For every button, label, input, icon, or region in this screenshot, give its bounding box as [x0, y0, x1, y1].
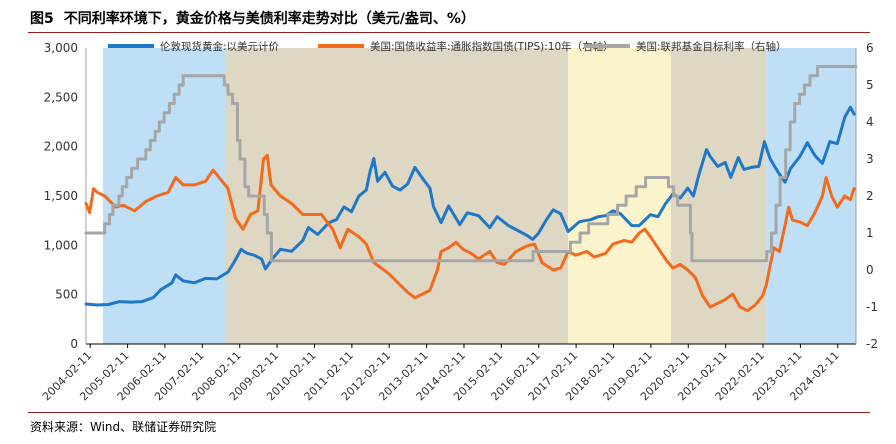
legend-label-1: 美国:国债收益率:通胀指数国债(TIPS):10年（右轴）	[370, 40, 614, 53]
legend-label-0: 伦敦现货黄金:以美元计价	[160, 40, 280, 53]
legend: 伦敦现货黄金:以美元计价 美国:国债收益率:通胀指数国债(TIPS):10年（右轴…	[108, 40, 787, 53]
footer-divider	[28, 412, 870, 413]
plot-frame	[85, 48, 857, 345]
y-left-tick-label: 2,500	[44, 90, 78, 104]
y-left-tick-label: 1,000	[44, 238, 78, 252]
y-right-tick-label: -2	[866, 337, 878, 351]
figure-title-text: 不同利率环境下，黄金价格与美债利率走势对比（美元/盎司、%）	[63, 11, 475, 27]
source-note: 资料来源：Wind、联储证券研究院	[30, 420, 217, 434]
y-right-tick-label: -1	[866, 300, 878, 314]
y-left-tick-label: 2,000	[44, 140, 78, 154]
figure-title: 图5 不同利率环境下，黄金价格与美债利率走势对比（美元/盎司、%）	[30, 8, 475, 28]
series-line-1	[84, 153, 856, 313]
shaded-period-3	[670, 48, 767, 344]
y-right-tick-label: 5	[866, 78, 874, 92]
y-right-tick-label: 3	[866, 152, 874, 166]
y-left-tick-label: 1,500	[44, 189, 78, 203]
legend-label-2: 美国:联邦基金目标利率（右轴）	[636, 40, 787, 53]
y-left-tick-label: 500	[55, 288, 78, 302]
figure-label: 图5	[30, 11, 54, 27]
series-line-0	[84, 105, 856, 307]
y-right-tick-label: 1	[866, 226, 874, 240]
y-right-tick-label: 4	[866, 115, 874, 129]
title-divider	[28, 32, 870, 33]
y-left-tick-label: 3,000	[44, 41, 78, 55]
y-left-tick-label: 0	[70, 337, 78, 351]
y-right-tick-label: 6	[866, 41, 874, 55]
shaded-periods	[102, 48, 856, 344]
shaded-period-2	[568, 48, 671, 344]
series-layer	[84, 65, 858, 313]
shaded-period-1	[225, 48, 569, 344]
y-right-tick-label: 2	[866, 189, 874, 203]
series-line-2	[84, 65, 858, 263]
y-right-tick-label: 0	[866, 263, 874, 277]
